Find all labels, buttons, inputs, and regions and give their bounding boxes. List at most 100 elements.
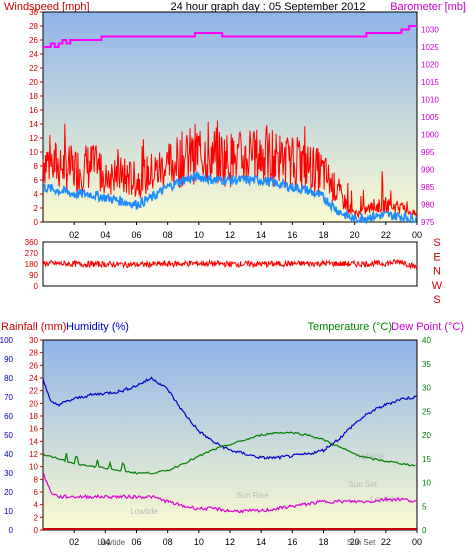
baro-tick-label: 1005 [421, 113, 439, 122]
temperature-tick-label: 40 [422, 336, 431, 345]
rain-tick-label: 16 [29, 425, 38, 434]
temperature-tick-label: 30 [422, 384, 431, 393]
annotation-label: Lowtide [130, 507, 158, 516]
baro-right-axis: 975 980 985 990 995 1000 1005 1010 1015 1020 1025 1… [421, 26, 439, 228]
rain-tick-label: 8 [34, 475, 39, 484]
wind-tick-label: 4 [34, 190, 39, 199]
baro-tick-label: 1025 [421, 43, 439, 52]
time-tick-label: 08 [163, 230, 173, 240]
humidity-tick-label: 40 [4, 450, 13, 459]
time-tick-label: 02 [69, 537, 79, 547]
time-tick-label: 00 [412, 230, 422, 240]
humidity-tick-label: 10 [4, 507, 13, 516]
time-tick-label: 20 [350, 537, 360, 547]
dewpoint-line [42, 473, 418, 514]
temperature-tick-label: 0 [422, 526, 427, 535]
annotation-label: Hightide [355, 452, 385, 461]
wind-tick-label: 28 [29, 22, 38, 31]
humidity-tick-label: 50 [4, 431, 13, 440]
time-tick-label: 12 [225, 537, 235, 547]
time-tick-label: 04 [100, 537, 110, 547]
wind-tick-label: 24 [29, 50, 38, 59]
compass-label: S [433, 237, 440, 249]
humidity-tick-label: 80 [4, 374, 13, 383]
humidity-label: Humidity (%) [66, 321, 129, 333]
time-tick-label: 12 [225, 230, 235, 240]
rain-tick-label: 28 [29, 349, 38, 358]
wind-tick-label: 22 [29, 64, 38, 73]
time-tick-label: 10 [194, 537, 204, 547]
wind-tick-label: 10 [29, 148, 38, 157]
humidity-tick-label: 60 [4, 412, 13, 421]
baro-tick-label: 985 [421, 183, 435, 192]
rain-tick-label: 22 [29, 387, 38, 396]
wind-tick-label: 8 [34, 162, 39, 171]
temp-time-axis: 02 04 06 08 10 12 14 16 18 20 22 00 [69, 530, 422, 547]
wind-tick-label: 2 [34, 204, 39, 213]
temperature-axis: 0 5 10 15 20 25 30 35 40 [422, 336, 431, 535]
humidity-tick-label: 0 [9, 526, 14, 535]
direction-tick-label: 180 [25, 260, 39, 269]
time-tick-label: 18 [318, 230, 328, 240]
direction-tick-label: 0 [34, 282, 39, 291]
baro-tick-label: 990 [421, 166, 435, 175]
baro-tick-label: 1030 [421, 26, 439, 35]
barometer-line [43, 25, 417, 48]
rain-tick-label: 24 [29, 374, 38, 383]
time-tick-label: 14 [256, 230, 266, 240]
time-tick-label: 06 [131, 537, 141, 547]
humidity-tick-label: 30 [4, 469, 13, 478]
bottom-event-label: Lowtide [98, 538, 126, 547]
wind-tick-label: 26 [29, 36, 38, 45]
humidity-axis: 0 10 20 30 40 50 60 70 80 90 100 [0, 336, 14, 535]
dewpoint-label: Dew Point (°C) [391, 321, 464, 333]
time-tick-label: 22 [381, 230, 391, 240]
annotation-label: Sun Rise [236, 491, 269, 500]
time-tick-label: 20 [350, 230, 360, 240]
rain-tick-label: 18 [29, 412, 38, 421]
temp-plot-area [42, 339, 418, 531]
time-tick-label: 16 [287, 230, 297, 240]
temperature-tick-label: 5 [422, 502, 427, 511]
time-tick-label: 18 [318, 537, 328, 547]
temperature-line [42, 431, 416, 475]
compass-label: W [432, 280, 443, 292]
rain-tick-label: 14 [29, 437, 38, 446]
wind-tick-label: 0 [34, 218, 39, 227]
baro-tick-label: 1020 [421, 61, 439, 70]
time-tick-label: 04 [100, 230, 110, 240]
wind-tick-label: 18 [29, 92, 38, 101]
wind-average-line [42, 171, 417, 225]
annotation-label: Sun Set [348, 480, 377, 489]
compass-label: N [433, 266, 441, 278]
baro-tick-label: 975 [421, 218, 435, 227]
temperature-label: Temperature (°C) [308, 321, 392, 333]
rain-tick-label: 30 [29, 336, 38, 345]
rain-tick-label: 20 [29, 399, 38, 408]
direction-line [42, 258, 418, 271]
rain-tick-label: 6 [34, 488, 39, 497]
baro-tick-label: 1000 [421, 131, 439, 140]
compass-label: E [433, 251, 440, 263]
temperature-tick-label: 15 [422, 455, 431, 464]
time-tick-label: 06 [131, 230, 141, 240]
direction-tick-label: 270 [25, 249, 39, 258]
rain-tick-label: 4 [34, 501, 39, 510]
humidity-tick-label: 20 [4, 488, 13, 497]
rain-tick-label: 2 [34, 513, 39, 522]
baro-tick-label: 995 [421, 148, 435, 157]
time-tick-label: 14 [256, 537, 266, 547]
rain-tick-label: 10 [29, 463, 38, 472]
humidity-tick-label: 100 [0, 336, 14, 345]
wind-time-axis: 02 04 06 08 10 12 14 16 18 20 22 00 [69, 222, 422, 240]
wind-axis-label: Windspeed [mph] [4, 1, 90, 13]
wind-tick-label: 20 [29, 78, 38, 87]
wind-gust-line [42, 120, 418, 219]
time-tick-label: 10 [194, 230, 204, 240]
